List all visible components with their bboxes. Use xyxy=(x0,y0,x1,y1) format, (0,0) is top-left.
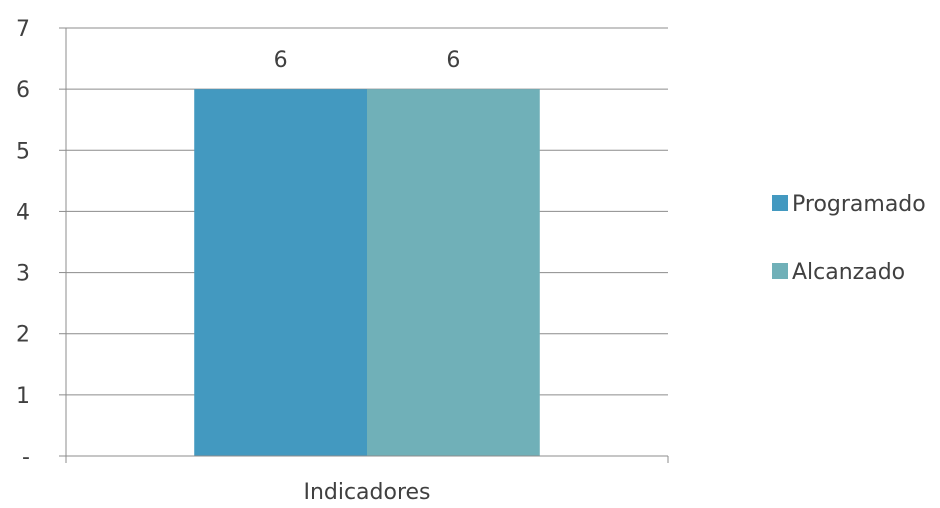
y-tick-label: 5 xyxy=(16,139,30,164)
x-category-label: Indicadores xyxy=(303,480,430,504)
legend-swatch-programado xyxy=(772,195,788,211)
data-label: 6 xyxy=(446,48,460,73)
bar-alcanzado xyxy=(367,89,540,457)
legend-label-programado: Programado xyxy=(792,192,926,217)
legend-label-alcanzado: Alcanzado xyxy=(792,260,905,285)
bar-programado xyxy=(194,89,367,457)
y-tick-label: 7 xyxy=(16,17,30,42)
y-tick-label: 2 xyxy=(16,323,30,348)
y-tick-label: 4 xyxy=(16,200,30,225)
y-tick-label: 6 xyxy=(16,78,30,103)
y-tick-label: 1 xyxy=(16,384,30,409)
bars xyxy=(194,89,540,457)
labels: - 1 2 3 4 5 6 7 6 6 Indicadores xyxy=(16,17,460,505)
legend-swatch-alcanzado xyxy=(772,263,788,279)
y-tick-label: - xyxy=(22,445,30,470)
y-tick-label: 3 xyxy=(16,262,30,287)
data-label: 6 xyxy=(274,48,288,73)
legend: Programado Alcanzado xyxy=(772,192,926,285)
axes xyxy=(59,27,669,463)
